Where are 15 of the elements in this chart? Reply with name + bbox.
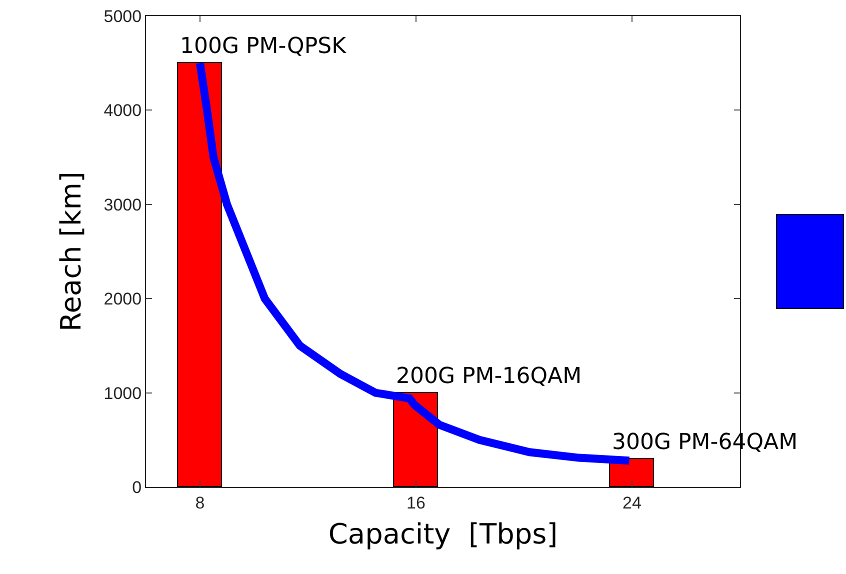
x-tick-label: 16 xyxy=(406,493,426,512)
y-tick-label: 1000 xyxy=(104,384,142,403)
y-axis-title: Reach [km] xyxy=(54,172,88,332)
y-tick-label: 5000 xyxy=(104,6,142,26)
x-tick-label: 24 xyxy=(622,493,642,512)
x-tick-label: 8 xyxy=(195,493,205,512)
y-tick-label: 2000 xyxy=(104,290,142,309)
bar xyxy=(609,458,654,487)
annotation: 200G PM-16QAM xyxy=(396,364,582,389)
y-tick-label: 0 xyxy=(132,478,142,497)
bar xyxy=(177,62,222,487)
y-tick-label: 3000 xyxy=(104,195,142,214)
y-tick-label: 4000 xyxy=(104,101,142,120)
annotation: 100G PM-QPSK xyxy=(180,34,347,59)
x-axis-title: Capacity [Tbps] xyxy=(328,518,558,550)
